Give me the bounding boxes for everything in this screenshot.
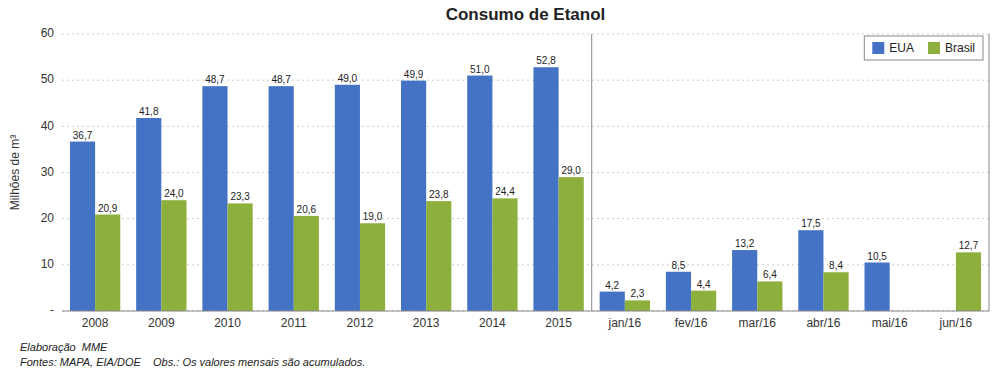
data-label: 29,0 xyxy=(561,165,581,176)
data-label: 49,9 xyxy=(404,69,424,80)
data-label: 2,3 xyxy=(630,288,644,299)
y-tick-label: 50 xyxy=(41,72,55,86)
bar xyxy=(426,201,451,311)
x-tick-label: jan/16 xyxy=(607,316,641,330)
bar xyxy=(136,118,161,311)
bar xyxy=(798,230,823,311)
x-axis xyxy=(62,311,989,312)
data-label: 24,0 xyxy=(164,188,184,199)
title: Consumo de Etanol xyxy=(446,5,606,24)
grid-line xyxy=(62,172,989,173)
legend-swatch xyxy=(872,42,884,54)
x-tick-label: mar/16 xyxy=(739,316,777,330)
grid-line xyxy=(62,264,989,265)
x-tick-label: 2010 xyxy=(214,316,241,330)
data-label: 13,2 xyxy=(735,238,755,249)
legend-label: EUA xyxy=(889,41,914,55)
y-tick-label: 60 xyxy=(41,26,55,40)
data-label: 49,0 xyxy=(338,73,358,84)
grid-line xyxy=(62,311,989,312)
bar xyxy=(294,216,319,311)
footnote: Fontes: MAPA, EIA/DOE Obs.: Os valores m… xyxy=(20,356,365,368)
grid-line xyxy=(62,34,989,35)
x-tick-label: 2008 xyxy=(82,316,109,330)
x-tick-label: 2014 xyxy=(479,316,506,330)
bar xyxy=(492,198,517,311)
bar xyxy=(732,250,757,311)
data-label: 6,4 xyxy=(763,269,777,280)
y-tick-label: 20 xyxy=(41,211,55,225)
bar xyxy=(161,200,186,311)
legend-swatch xyxy=(928,42,940,54)
data-label: 4,2 xyxy=(605,280,619,291)
data-label: 36,7 xyxy=(73,130,93,141)
data-label: 8,5 xyxy=(672,260,686,271)
bar xyxy=(823,272,848,311)
bar xyxy=(600,292,625,311)
bar xyxy=(335,85,360,311)
x-tick-label: 2011 xyxy=(281,316,307,330)
bar xyxy=(625,300,650,311)
x-tick-label: jun/16 xyxy=(939,316,973,330)
bar xyxy=(533,67,558,311)
legend-box xyxy=(864,36,983,60)
footnote: Elaboração MME xyxy=(20,341,108,353)
divider xyxy=(591,34,592,311)
y-tick-label: 10 xyxy=(41,257,55,271)
legend-label: Brasil xyxy=(945,41,975,55)
grid-line xyxy=(62,80,989,81)
bar xyxy=(70,142,95,311)
grid-line xyxy=(62,218,989,219)
data-label: 52,8 xyxy=(536,55,556,66)
right-axis xyxy=(989,34,990,311)
y-tick-label: 40 xyxy=(41,119,55,133)
chart-container: - 10 20 30 40 50 60 Milhões de m³ Consumo de Eta… xyxy=(0,0,1005,377)
x-tick-label: abr/16 xyxy=(806,316,840,330)
chart: - 10 20 30 40 50 60 Milhões de m³ Consumo de Eta… xyxy=(0,0,1005,377)
x-tick-label: mai/16 xyxy=(872,316,908,330)
x-tick-label: 2015 xyxy=(545,316,572,330)
bar xyxy=(202,86,227,311)
bar xyxy=(865,263,890,311)
bars xyxy=(70,67,981,311)
bar xyxy=(559,177,584,311)
data-label: 17,5 xyxy=(801,218,821,229)
x-tick-label: 2012 xyxy=(347,316,374,330)
x-tick-label: 2009 xyxy=(148,316,175,330)
bar xyxy=(467,76,492,311)
data-label: 20,9 xyxy=(98,203,118,214)
y-axis-label: Milhões de m³ xyxy=(8,135,22,210)
data-label: 48,7 xyxy=(205,74,225,85)
data-label: 23,3 xyxy=(230,191,250,202)
y-tick-label: 30 xyxy=(41,165,55,179)
bar xyxy=(757,281,782,311)
data-label: 4,4 xyxy=(697,279,711,290)
grid xyxy=(62,34,989,311)
data-label: 41,8 xyxy=(139,106,159,117)
data-label: 48,7 xyxy=(271,74,291,85)
bar xyxy=(228,203,253,311)
data-label: 23,8 xyxy=(429,189,449,200)
x-tick-label: 2013 xyxy=(413,316,440,330)
bar xyxy=(269,86,294,311)
grid-line xyxy=(62,126,989,127)
bar xyxy=(401,81,426,311)
data-label: 8,4 xyxy=(829,260,843,271)
data-label: 10,5 xyxy=(867,251,887,262)
bar xyxy=(666,272,691,311)
data-label: 19,0 xyxy=(363,211,383,222)
data-label: 24,4 xyxy=(495,186,515,197)
bar xyxy=(956,252,981,311)
data-label: 51,0 xyxy=(470,64,490,75)
bar xyxy=(360,223,385,311)
data-label: 20,6 xyxy=(297,204,317,215)
x-tick-label: fev/16 xyxy=(675,316,708,330)
data-label: 12,7 xyxy=(959,240,979,251)
bar xyxy=(95,215,120,311)
legend: EUA Brasil xyxy=(864,36,983,60)
data-labels: 36,7 41,8 48,7 48,7 49,0 49,9 51,0 52,8 4,2 8,5 13… xyxy=(73,55,979,299)
bar xyxy=(691,291,716,311)
y-tick-label: - xyxy=(50,303,54,317)
